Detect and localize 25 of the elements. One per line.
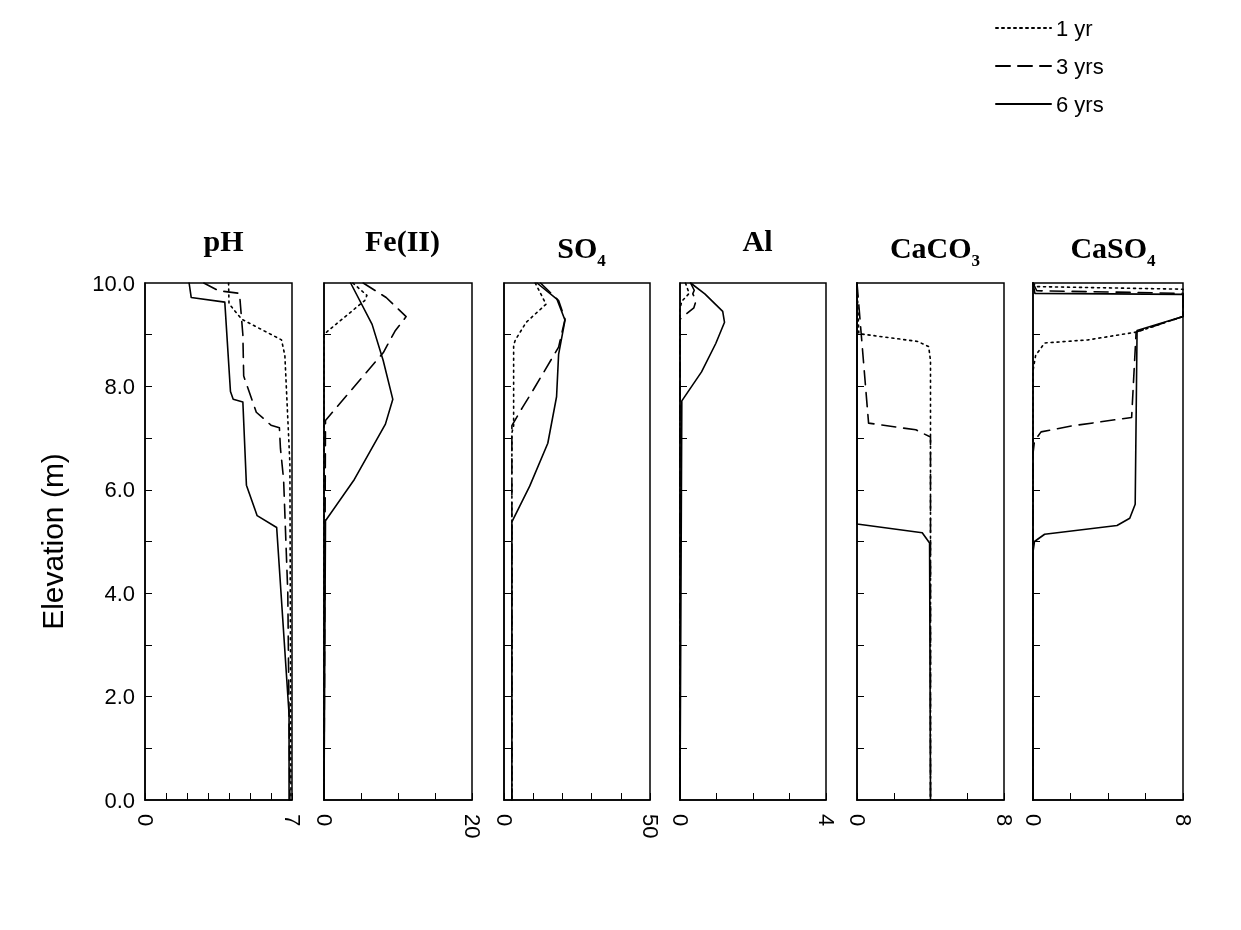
chart-title: Fe(II) <box>365 223 440 258</box>
x-tick-label: 7 <box>279 814 305 827</box>
x-tick-label: 0 <box>311 814 337 827</box>
legend-label: 3 yrs <box>1056 53 1104 79</box>
y-tick-label: 6.0 <box>104 477 135 503</box>
y-tick-label: 2.0 <box>104 684 135 710</box>
x-tick-label: 0 <box>491 814 517 827</box>
x-tick-label: 0 <box>844 814 870 827</box>
y-tick-label: 10.0 <box>92 270 135 296</box>
x-tick-label: 0 <box>132 814 158 827</box>
chart-title: pH <box>203 223 244 257</box>
y-tick-label: 0.0 <box>104 787 135 813</box>
chart-title: Al <box>742 223 773 257</box>
x-tick-label: 8 <box>1170 814 1196 827</box>
x-tick-label: 50 <box>637 814 663 839</box>
y-tick-label: 4.0 <box>104 580 135 606</box>
x-tick-label: 4 <box>813 814 839 827</box>
legend-label: 6 yrs <box>1056 91 1104 117</box>
y-axis-title: Elevation (m) <box>35 453 69 630</box>
legend-label: 1 yr <box>1056 15 1093 41</box>
x-tick-label: 8 <box>991 814 1017 827</box>
x-tick-label: 0 <box>667 814 693 827</box>
x-tick-label: 0 <box>1020 814 1046 827</box>
x-tick-label: 20 <box>459 814 485 839</box>
y-tick-label: 8.0 <box>104 373 135 399</box>
